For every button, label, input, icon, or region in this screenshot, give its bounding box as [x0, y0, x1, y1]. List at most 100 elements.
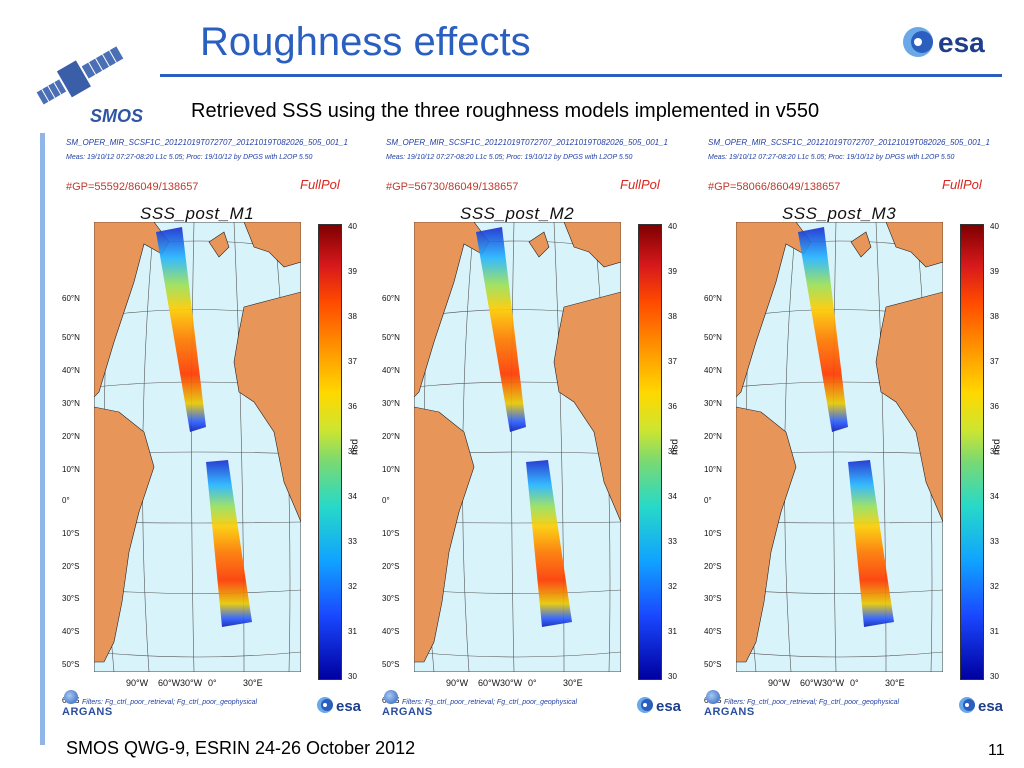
latitude-label: 0° [382, 496, 390, 505]
colorbar-tick-label: 33 [990, 537, 999, 546]
colorbar-tick-label: 39 [668, 267, 677, 276]
latitude-label: 50°N [62, 333, 80, 342]
colorbar-tick-label: 34 [348, 492, 357, 501]
left-accent-bar [40, 133, 45, 745]
longitude-label: 60°W [478, 678, 501, 688]
latitude-label: 20°N [382, 432, 400, 441]
latitude-label: 30°N [382, 399, 400, 408]
colorbar-tick-label: 31 [668, 627, 677, 636]
map-title: SSS_post_M3 [782, 204, 897, 223]
latitude-label: 10°N [62, 465, 80, 474]
ocean-map [414, 222, 621, 672]
colorbar [318, 224, 342, 680]
polarization-mode: FullPol [300, 177, 340, 192]
latitude-label: 60°N [62, 294, 80, 303]
esa-mini-logo: esa [317, 697, 362, 715]
colorbar-tick-label: 33 [668, 537, 677, 546]
colorbar-tick-label: 33 [348, 537, 357, 546]
map-title: SSS_post_M2 [460, 204, 575, 223]
colorbar-tick-label: 38 [348, 312, 357, 321]
latitude-label: 20°S [382, 562, 400, 571]
latitude-label: 20°S [62, 562, 80, 571]
longitude-label: 30°E [563, 678, 583, 688]
longitude-label: 0° [528, 678, 537, 688]
measurement-info: Meas: 19/10/12 07:27-08:20 L1c 5.05; Pro… [66, 154, 313, 161]
latitude-label: 0° [704, 496, 712, 505]
latitude-label: 0° [62, 496, 70, 505]
latitude-label: 50°N [382, 333, 400, 342]
latitude-label: 30°N [704, 399, 722, 408]
colorbar-tick-label: 40 [668, 222, 677, 231]
latitude-label: 40°S [704, 627, 722, 636]
colorbar-tick-label: 35 [990, 447, 999, 456]
colorbar [960, 224, 984, 680]
sss-map-panel: SM_OPER_MIR_SCSF1C_20121019T072707_20121… [380, 134, 696, 722]
colorbar-tick-label: 31 [348, 627, 357, 636]
colorbar-tick-label: 37 [348, 357, 357, 366]
product-file-name: SM_OPER_MIR_SCSF1C_20121019T072707_20121… [708, 138, 990, 147]
latitude-label: 20°S [704, 562, 722, 571]
latitude-label: 30°N [62, 399, 80, 408]
latitude-label: 40°N [62, 366, 80, 375]
latitude-label: 50°N [704, 333, 722, 342]
slide-title: Roughness effects [200, 20, 531, 64]
latitude-label: 60°N [382, 294, 400, 303]
grid-point-count: #GP=56730/86049/138657 [386, 181, 519, 193]
latitude-label: 60°N [704, 294, 722, 303]
latitude-label: 20°N [704, 432, 722, 441]
colorbar-unit-label: psu [349, 439, 360, 456]
latitude-label: 50°S [62, 660, 80, 669]
ocean-map [94, 222, 301, 672]
polarization-mode: FullPol [620, 177, 660, 192]
latitude-label: 50°S [704, 660, 722, 669]
colorbar-tick-label: 39 [348, 267, 357, 276]
colorbar-unit-label: psu [669, 439, 680, 456]
latitude-label: 20°N [62, 432, 80, 441]
esa-mini-logo: esa [959, 697, 1004, 715]
longitude-label: 30°W [180, 678, 203, 688]
latitude-label: 30°S [704, 594, 722, 603]
colorbar-tick-label: 32 [668, 582, 677, 591]
argans-globe-icon [706, 690, 720, 704]
latitude-label: 30°S [382, 594, 400, 603]
measurement-info: Meas: 19/10/12 07:27-08:20 L1c 5.05; Pro… [386, 154, 633, 161]
longitude-label: 0° [208, 678, 217, 688]
colorbar-tick-label: 36 [990, 402, 999, 411]
ocean-map [736, 222, 943, 672]
product-file-name: SM_OPER_MIR_SCSF1C_20121019T072707_20121… [386, 138, 668, 147]
colorbar-tick-label: 40 [990, 222, 999, 231]
latitude-label: 10°S [62, 529, 80, 538]
esa-logo: esa [903, 27, 985, 58]
colorbar-tick-label: 37 [990, 357, 999, 366]
colorbar-tick-label: 38 [668, 312, 677, 321]
page-number: 11 [988, 742, 1005, 759]
esa-mini-logo-text: esa [336, 698, 362, 715]
latitude-label: 40°S [62, 627, 80, 636]
map-title: SSS_post_M1 [140, 204, 255, 223]
slide-subtitle: Retrieved SSS using the three roughness … [191, 100, 820, 122]
filters-note: Filters: Fg_ctrl_poor_retrieval; Fg_ctrl… [402, 699, 578, 706]
colorbar [638, 224, 662, 680]
colorbar-tick-label: 30 [348, 672, 357, 681]
smos-logo-text: SMOS [90, 106, 143, 126]
argans-globe-icon [64, 690, 78, 704]
longitude-label: 30°E [885, 678, 905, 688]
longitude-label: 90°W [446, 678, 469, 688]
colorbar-unit-label: psu [991, 439, 1002, 456]
argans-globe-icon [384, 690, 398, 704]
colorbar-tick-label: 31 [990, 627, 999, 636]
measurement-info: Meas: 19/10/12 07:27-08:20 L1c 5.05; Pro… [708, 154, 955, 161]
argans-logo-text: ARGANS [382, 706, 433, 718]
esa-mini-logo-text: esa [978, 698, 1004, 715]
longitude-label: 30°W [822, 678, 845, 688]
colorbar-tick-label: 36 [348, 402, 357, 411]
colorbar-tick-label: 34 [668, 492, 677, 501]
colorbar-tick-label: 32 [348, 582, 357, 591]
colorbar-tick-label: 38 [990, 312, 999, 321]
colorbar-tick-label: 36 [668, 402, 677, 411]
sss-map-panel: SM_OPER_MIR_SCSF1C_20121019T072707_20121… [60, 134, 376, 722]
filters-note: Filters: Fg_ctrl_poor_retrieval; Fg_ctrl… [724, 699, 900, 706]
colorbar-tick-label: 32 [990, 582, 999, 591]
colorbar-tick-label: 35 [668, 447, 677, 456]
longitude-label: 0° [850, 678, 859, 688]
